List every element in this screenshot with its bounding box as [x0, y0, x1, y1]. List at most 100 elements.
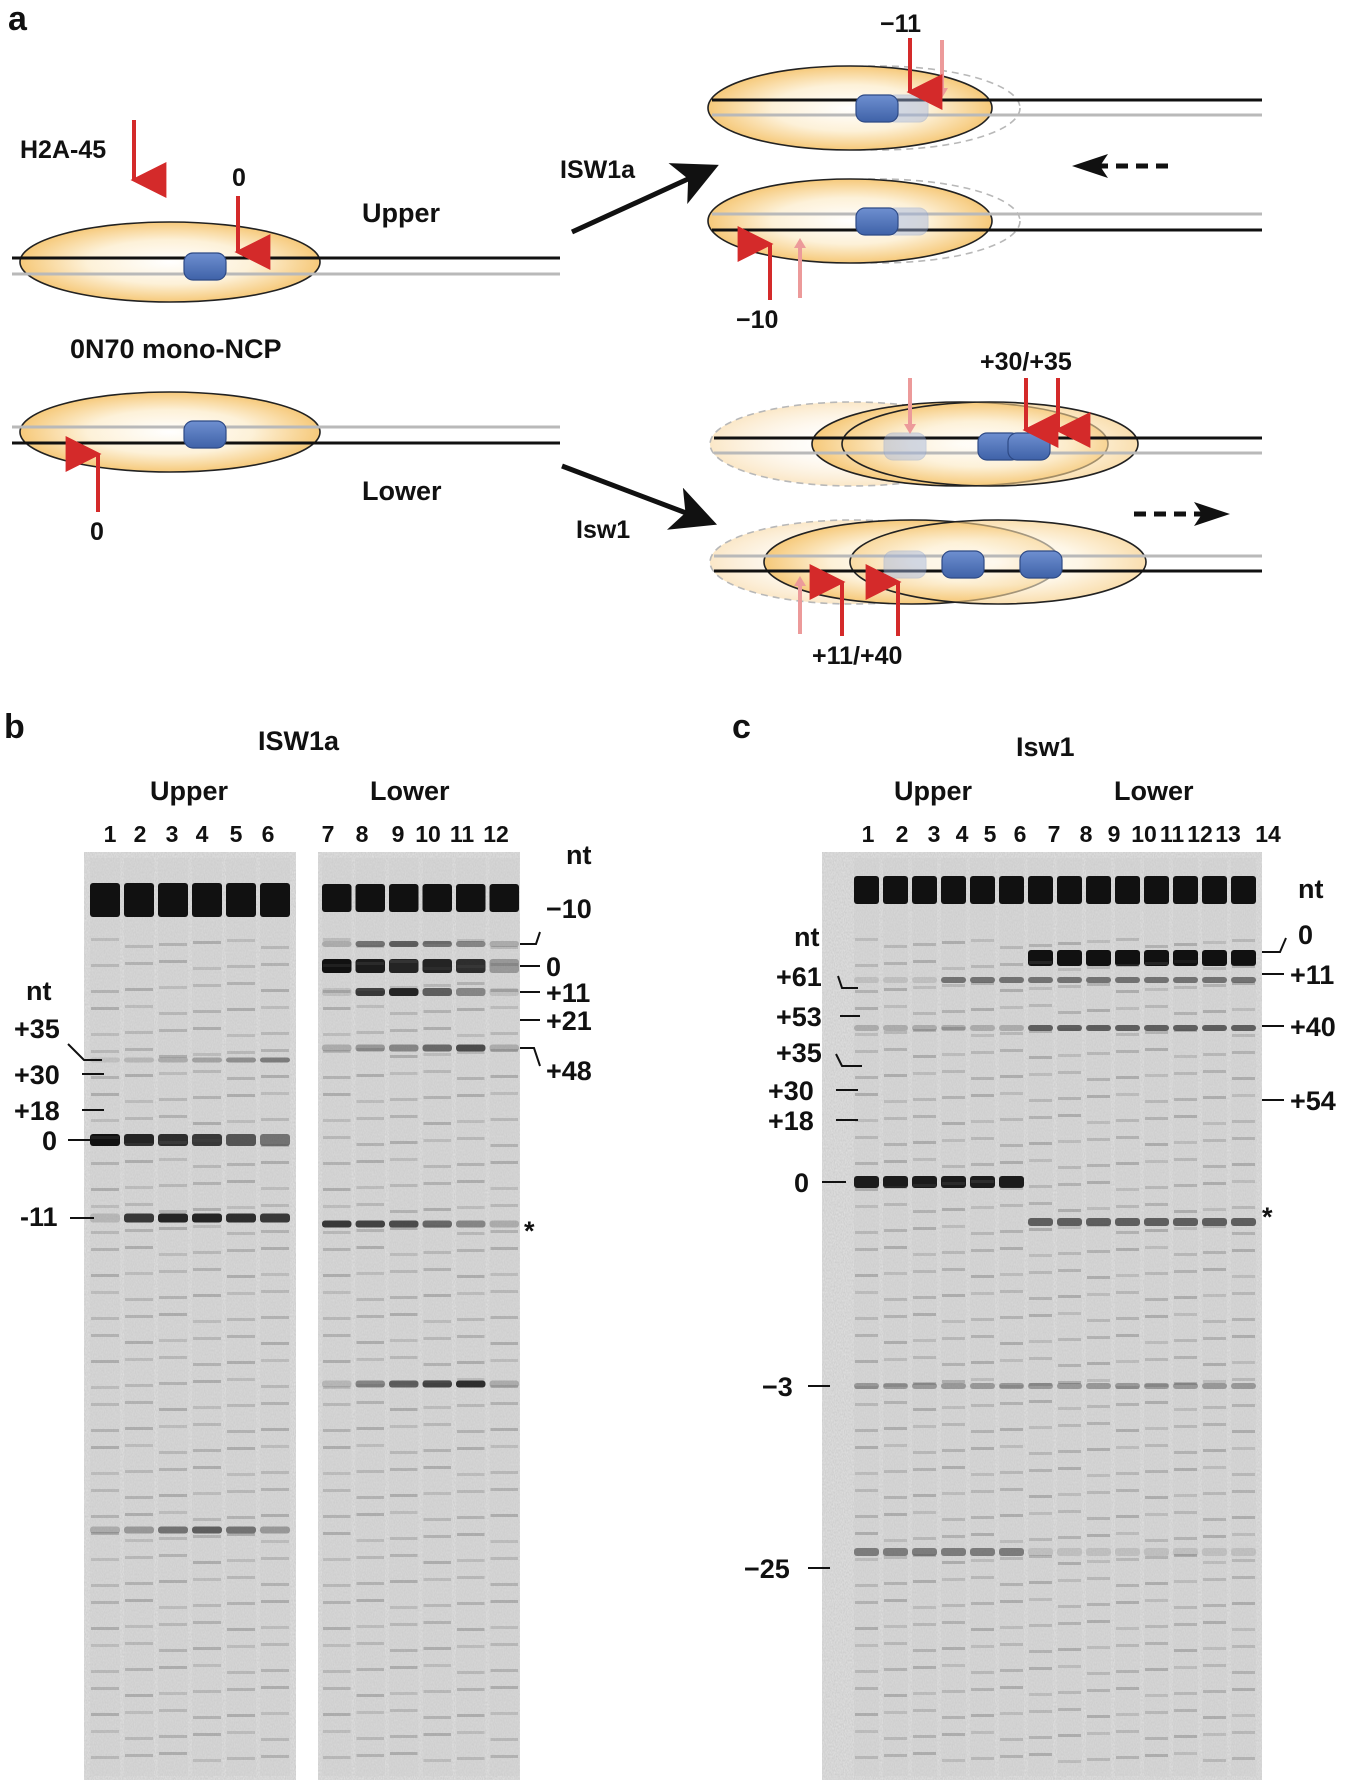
- gel-faint-band: [323, 1472, 351, 1475]
- gel-faint-band: [855, 1033, 878, 1036]
- gel-faint-band: [884, 1642, 907, 1645]
- gel-faint-band: [1174, 1511, 1197, 1514]
- gel-faint-band: [1087, 1319, 1110, 1322]
- gel-band: [456, 959, 486, 973]
- gel-band: [1057, 1548, 1082, 1556]
- h2a-45-label: H2A-45: [20, 136, 106, 164]
- gel-faint-band: [884, 1737, 907, 1740]
- gel-faint-band: [1232, 1275, 1255, 1278]
- gel-faint-band: [91, 964, 119, 967]
- gel-faint-band: [261, 1712, 289, 1715]
- panel-b-lane-3: 3: [166, 821, 179, 847]
- gel-faint-band: [913, 1451, 936, 1454]
- lower-label: Lower: [362, 476, 442, 506]
- gel-faint-band: [1000, 1049, 1023, 1052]
- gel-band: [1057, 876, 1082, 904]
- gel-faint-band: [1145, 1754, 1168, 1757]
- upper-ncp-ellipse: [19, 221, 321, 303]
- upper-label: Upper: [362, 198, 441, 228]
- gel-faint-band: [227, 1490, 255, 1493]
- gel-faint-band: [884, 1384, 907, 1387]
- gel-faint-band: [1087, 1646, 1110, 1649]
- panel-c: c Isw1 Upper Lower 1 2 3 4 5 6 7 8 9 10 11 12 13 14 n…: [732, 708, 1336, 1780]
- gel-faint-band: [125, 1582, 153, 1585]
- gel-faint-band: [1116, 1291, 1139, 1294]
- gel-faint-band: [261, 1144, 289, 1147]
- gel-faint-band: [1000, 1488, 1023, 1491]
- gel-faint-band: [1029, 1736, 1052, 1739]
- gel-faint-band: [193, 1320, 221, 1323]
- gel-faint-band: [1174, 1115, 1197, 1118]
- gel-faint-band: [227, 1731, 255, 1734]
- gel-faint-band: [91, 1532, 119, 1535]
- gel-faint-band: [913, 1253, 936, 1256]
- gel-faint-band: [1058, 1407, 1081, 1410]
- gel-faint-band: [1029, 1598, 1052, 1601]
- gel-faint-band: [1232, 1473, 1255, 1476]
- gel-faint-band: [1174, 1554, 1197, 1557]
- isw1a-upper-product: −11: [707, 10, 1262, 151]
- gel-faint-band: [323, 1601, 351, 1604]
- gel-faint-band: [913, 1580, 936, 1583]
- gel-band: [90, 1213, 120, 1223]
- gel-faint-band: [356, 1203, 384, 1206]
- gel-faint-band: [490, 1686, 518, 1689]
- gel-faint-band: [884, 1754, 907, 1757]
- gel-faint-band: [1087, 1517, 1110, 1520]
- gel-faint-band: [1145, 1100, 1168, 1103]
- gel-band: [1144, 1218, 1169, 1226]
- gel-faint-band: [1058, 1209, 1081, 1212]
- gel-faint-band: [971, 1645, 994, 1648]
- gel-lane: [854, 858, 879, 1776]
- gel-faint-band: [1232, 1688, 1255, 1691]
- gel-faint-band: [1203, 1225, 1226, 1228]
- gel-faint-band: [390, 1012, 418, 1015]
- gel-faint-band: [159, 1537, 187, 1540]
- gel-faint-band: [942, 1518, 965, 1521]
- panel-b-lane-5: 5: [230, 821, 243, 847]
- gel-faint-band: [159, 1511, 187, 1514]
- gel-faint-band: [356, 1642, 384, 1645]
- gel-lane: [1086, 858, 1111, 1776]
- gel-faint-band: [1145, 1625, 1168, 1628]
- gel-band: [941, 977, 966, 983]
- gel-band: [124, 883, 154, 917]
- gel-faint-band: [1174, 1270, 1197, 1273]
- upper-zero-label: 0: [232, 164, 246, 192]
- gel-faint-band: [159, 1752, 187, 1755]
- gel-faint-band: [855, 1188, 878, 1191]
- gel-faint-band: [390, 1606, 418, 1609]
- gel-faint-band: [323, 1489, 351, 1492]
- gel-faint-band: [1087, 1715, 1110, 1718]
- gel-faint-band: [1087, 1560, 1110, 1563]
- gel-band: [1086, 1025, 1111, 1031]
- gel-band: [158, 883, 188, 917]
- gel-faint-band: [855, 1248, 878, 1251]
- gel-faint-band: [971, 1137, 994, 1140]
- gel-faint-band: [1116, 1713, 1139, 1716]
- gel-faint-band: [91, 1162, 119, 1165]
- gel-faint-band: [855, 1360, 878, 1363]
- gel-faint-band: [1174, 1623, 1197, 1626]
- gel-faint-band: [390, 986, 418, 989]
- gel-faint-band: [159, 1184, 187, 1187]
- gel-faint-band: [91, 1515, 119, 1518]
- shifted-ncp-ellipse-2: [849, 519, 1147, 605]
- gel-faint-band: [913, 1296, 936, 1299]
- gel-faint-band: [490, 1144, 518, 1147]
- gel-faint-band: [423, 1690, 451, 1693]
- gel-faint-band: [457, 982, 485, 985]
- gel-faint-band: [390, 1339, 418, 1342]
- gel-faint-band: [261, 1230, 289, 1233]
- gel-faint-band: [884, 1444, 907, 1447]
- gel-faint-band: [490, 1738, 518, 1741]
- gel-faint-band: [390, 1408, 418, 1411]
- gel-faint-band: [1116, 1584, 1139, 1587]
- gel-faint-band: [1000, 1032, 1023, 1035]
- gel-band: [1231, 1218, 1256, 1226]
- gel-faint-band: [942, 1337, 965, 1340]
- gel-faint-band: [855, 1136, 878, 1139]
- gel-faint-band: [91, 1188, 119, 1191]
- gel-faint-band: [1232, 1051, 1255, 1054]
- pink-arrow-head: [794, 238, 806, 248]
